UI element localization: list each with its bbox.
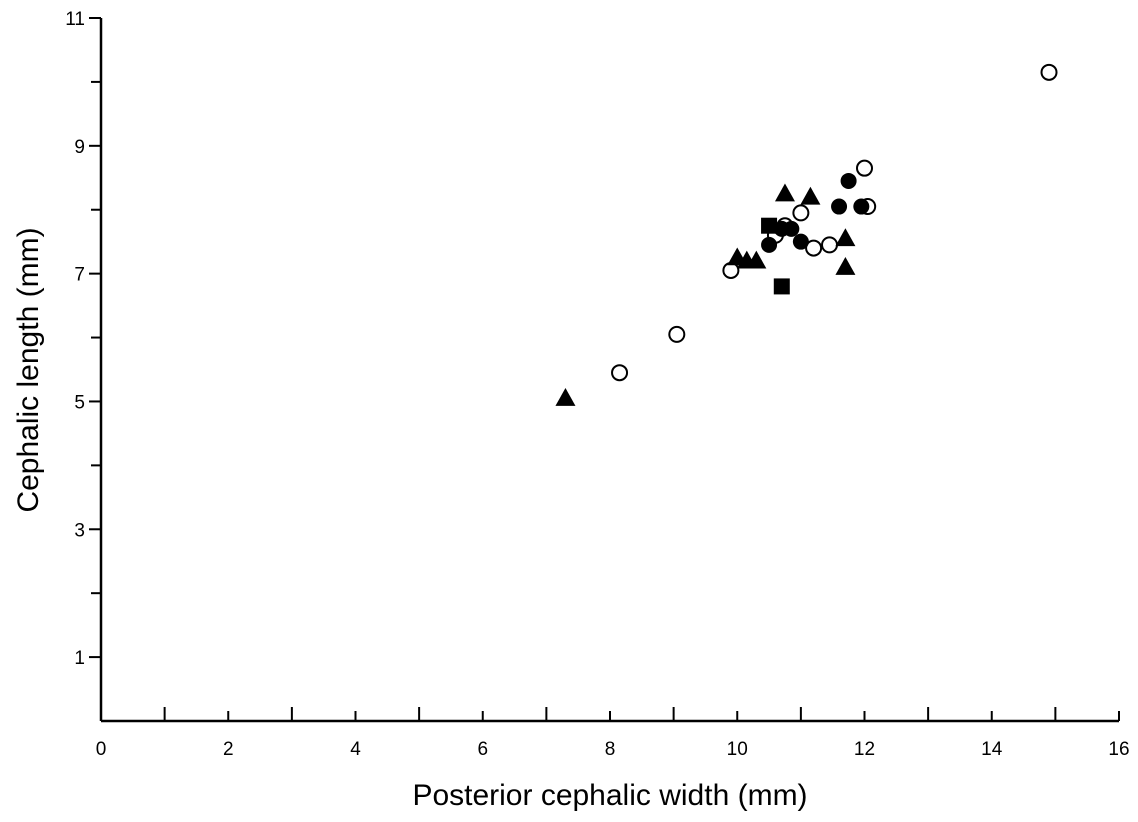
y-ticks: 1 3 5 7 9 11 xyxy=(65,9,101,669)
filled-triangle-point xyxy=(800,186,821,205)
x-tick-label: 2 xyxy=(223,739,234,760)
filled-circle-point xyxy=(783,220,800,237)
open-circle-point xyxy=(856,159,873,177)
x-axis-title: Posterior cephalic width (mm) xyxy=(412,779,807,812)
filled-square-point xyxy=(761,217,778,234)
open-circle-point xyxy=(611,364,629,382)
y-tick-label: 11 xyxy=(65,9,85,30)
x-tick-label: 4 xyxy=(350,739,361,760)
open-circle-point xyxy=(668,325,686,343)
x-tick-label: 14 xyxy=(981,739,1003,760)
x-tick-label: 0 xyxy=(96,739,107,760)
y-tick-label: 9 xyxy=(74,137,85,158)
y-tick-label: 7 xyxy=(74,265,85,286)
filled-triangle-point xyxy=(835,257,856,275)
axes xyxy=(99,18,1119,723)
open-circle-point xyxy=(821,236,839,254)
open-circle-point xyxy=(1040,63,1058,81)
x-tick-label: 16 xyxy=(1108,739,1129,760)
filled-triangle-point xyxy=(555,388,576,406)
y-tick-label: 1 xyxy=(74,648,85,669)
filled-circle-point xyxy=(761,236,778,253)
filled-triangle-point xyxy=(835,228,856,247)
x-ticks: 0 2 4 6 8 10 12 14 16 xyxy=(96,707,1130,760)
filled-triangle-point xyxy=(774,183,795,202)
x-tick-label: 12 xyxy=(854,739,875,760)
x-tick-label: 8 xyxy=(605,739,616,760)
filled-circle-point xyxy=(831,198,848,215)
filled-triangle-point xyxy=(746,250,767,269)
y-tick-label: 3 xyxy=(74,520,85,541)
data-points xyxy=(555,63,1058,406)
filled-circle-point xyxy=(792,233,809,250)
open-circle-point xyxy=(805,239,823,257)
open-circle-point xyxy=(792,204,810,222)
x-tick-label: 6 xyxy=(477,739,488,760)
filled-circle-point xyxy=(853,198,870,215)
x-tick-label: 10 xyxy=(727,739,748,760)
y-axis-title: Cephalic length (mm) xyxy=(12,227,45,512)
y-tick-label: 5 xyxy=(74,392,85,413)
filled-circle-point xyxy=(840,172,857,189)
filled-square-point xyxy=(773,278,790,295)
